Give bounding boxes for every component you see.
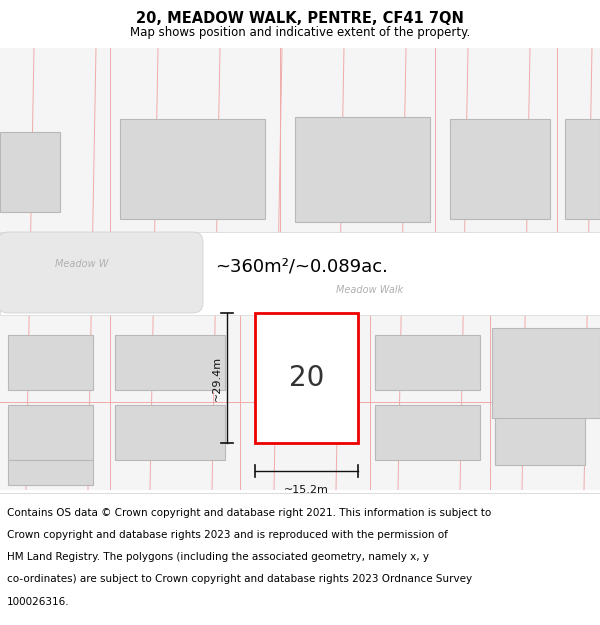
Bar — [375, 335, 480, 390]
Bar — [495, 410, 585, 465]
Bar — [8, 405, 93, 460]
Bar — [120, 119, 265, 219]
Text: 100026316.: 100026316. — [7, 597, 70, 607]
Bar — [0, 232, 600, 315]
Text: ~15.2m: ~15.2m — [284, 485, 329, 495]
Text: 20: 20 — [289, 364, 324, 392]
Bar — [492, 328, 600, 418]
Bar — [495, 340, 585, 395]
Bar — [295, 117, 430, 222]
Text: 20, MEADOW WALK, PENTRE, CF41 7QN: 20, MEADOW WALK, PENTRE, CF41 7QN — [136, 11, 464, 26]
Text: Crown copyright and database rights 2023 and is reproduced with the permission o: Crown copyright and database rights 2023… — [7, 530, 448, 540]
Bar — [0, 132, 60, 212]
Bar — [115, 405, 225, 460]
Bar — [450, 119, 550, 219]
Bar — [8, 460, 93, 485]
Text: Meadow W⁠: Meadow W⁠ — [55, 259, 109, 269]
Text: Contains OS data © Crown copyright and database right 2021. This information is : Contains OS data © Crown copyright and d… — [7, 508, 491, 518]
Text: co-ordinates) are subject to Crown copyright and database rights 2023 Ordnance S: co-ordinates) are subject to Crown copyr… — [7, 574, 472, 584]
Bar — [260, 323, 353, 438]
Bar — [375, 405, 480, 460]
Text: Map shows position and indicative extent of the property.: Map shows position and indicative extent… — [130, 26, 470, 39]
Text: ~29.4m: ~29.4m — [212, 356, 222, 401]
Text: HM Land Registry. The polygons (including the associated geometry, namely x, y: HM Land Registry. The polygons (includin… — [7, 552, 429, 562]
Bar — [8, 335, 93, 390]
Text: Meadow Walk: Meadow Walk — [337, 285, 404, 295]
FancyBboxPatch shape — [0, 232, 203, 313]
Text: ~360m²/~0.089ac.: ~360m²/~0.089ac. — [215, 258, 388, 276]
Bar — [255, 313, 358, 443]
Bar — [115, 335, 225, 390]
Bar — [565, 119, 600, 219]
